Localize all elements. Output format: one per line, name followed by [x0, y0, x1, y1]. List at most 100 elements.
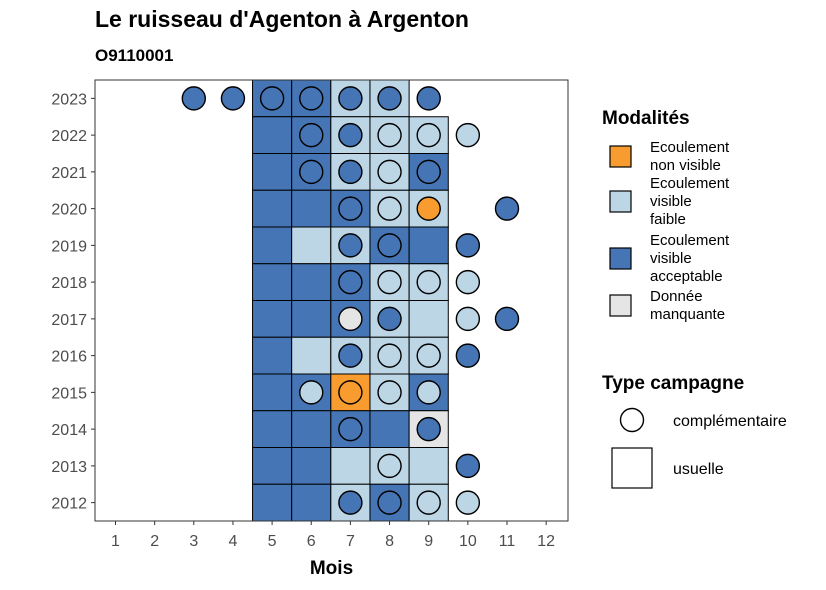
- x-tick-label: 12: [537, 533, 555, 550]
- x-tick-label: 1: [111, 533, 120, 550]
- complementaire-point: [416, 343, 441, 368]
- complementaire-point: [299, 122, 324, 148]
- legend-key-env: [609, 145, 632, 168]
- usuelle-tile: [291, 263, 332, 301]
- complementaire-point: [377, 86, 402, 111]
- usuelle-tile: [252, 189, 293, 228]
- complementaire-point: [416, 122, 441, 148]
- legend-key-na: [609, 294, 632, 317]
- complementaire-point: [455, 453, 481, 479]
- x-tick-label: 2: [150, 533, 159, 550]
- complementaire-point: [377, 269, 402, 295]
- usuelle-tile: [408, 447, 449, 485]
- complementaire-point: [338, 122, 363, 148]
- x-axis-title: Mois: [310, 558, 353, 579]
- x-tick-label: 8: [385, 533, 394, 550]
- complementaire-point: [338, 196, 363, 221]
- legend-label-na: manquante: [650, 306, 725, 323]
- y-tick-label: 2023: [51, 91, 87, 108]
- y-tick-label: 2017: [51, 312, 87, 329]
- usuelle-tile: [330, 447, 371, 485]
- complementaire-point: [338, 416, 363, 442]
- complementaire-point: [377, 453, 402, 479]
- complementaire-point: [338, 269, 363, 295]
- usuelle-tile: [252, 447, 293, 485]
- legend-key-complementaire: [619, 407, 645, 433]
- complementaire-point: [299, 380, 324, 405]
- usuelle-tile: [252, 410, 293, 448]
- usuelle-tile: [291, 189, 332, 228]
- chart-title: Le ruisseau d'Agenton à Argenton: [95, 6, 469, 32]
- complementaire-point: [416, 490, 441, 515]
- usuelle-tile: [408, 300, 449, 338]
- legend-label-eva: visible: [650, 250, 692, 267]
- complementaire-point: [455, 343, 481, 368]
- complementaire-point: [455, 306, 481, 332]
- usuelle-tile: [369, 410, 410, 448]
- y-tick-label: 2014: [51, 422, 87, 439]
- legend-label-env: non visible: [650, 157, 721, 174]
- legend-label-complementaire: complémentaire: [673, 413, 787, 430]
- legend-label-usuelle: usuelle: [673, 461, 724, 478]
- y-tick-label: 2019: [51, 238, 87, 255]
- complementaire-point: [377, 380, 402, 405]
- usuelle-tile: [252, 300, 293, 338]
- complementaire-point: [338, 86, 363, 111]
- complementaire-point: [455, 122, 481, 148]
- complementaire-point: [338, 490, 363, 515]
- legend-label-eva: Ecoulement: [650, 232, 730, 249]
- usuelle-tile: [291, 300, 332, 338]
- y-tick-label: 2013: [51, 459, 87, 476]
- x-tick-label: 7: [346, 533, 355, 550]
- complementaire-point: [416, 416, 441, 442]
- legend-label-evf: visible: [650, 193, 692, 210]
- usuelle-tile: [252, 373, 293, 412]
- complementaire-point: [377, 159, 402, 185]
- complementaire-point: [377, 490, 402, 515]
- complementaire-point: [455, 490, 481, 515]
- x-tick-label: 10: [459, 533, 477, 550]
- complementaire-point: [338, 380, 363, 405]
- legend-label-evf: Ecoulement: [650, 175, 730, 192]
- complementaire-point: [377, 343, 402, 368]
- usuelle-tile: [252, 226, 293, 265]
- complementaire-point: [338, 306, 363, 332]
- usuelle-tile: [252, 153, 293, 191]
- usuelle-tile: [408, 226, 449, 265]
- complementaire-point: [220, 86, 246, 111]
- complementaire-point: [416, 269, 441, 295]
- x-tick-label: 11: [499, 533, 516, 550]
- x-tick-label: 6: [307, 533, 316, 550]
- y-tick-label: 2021: [51, 165, 87, 182]
- complementaire-point: [416, 159, 441, 185]
- complementaire-point: [416, 86, 441, 111]
- complementaire-point: [377, 306, 402, 332]
- plot-border: [94, 79, 569, 522]
- legend-campagne-title: Type campagne: [602, 373, 744, 394]
- complementaire-point: [455, 233, 481, 258]
- legend-modalites-title: Modalités: [602, 108, 690, 129]
- usuelle-tile: [291, 447, 332, 485]
- complementaire-point: [338, 233, 363, 258]
- complementaire-point: [494, 306, 520, 332]
- legend-label-na: Donnée: [650, 288, 703, 305]
- legend-label-env: Ecoulement: [650, 139, 730, 156]
- usuelle-tile: [291, 483, 332, 522]
- complementaire-point: [338, 159, 363, 185]
- legend-label-eva: acceptable: [650, 268, 723, 285]
- complementaire-point: [181, 86, 207, 111]
- y-tick-label: 2022: [51, 128, 87, 145]
- legend-key-evf: [609, 190, 632, 213]
- usuelle-tile: [291, 336, 332, 375]
- complementaire-point: [299, 86, 324, 111]
- y-tick-label: 2018: [51, 275, 87, 292]
- usuelle-tile: [252, 116, 293, 154]
- usuelle-tile: [252, 263, 293, 301]
- y-tick-label: 2020: [51, 202, 87, 219]
- x-tick-label: 3: [189, 533, 198, 550]
- legend-key-usuelle: [611, 447, 653, 489]
- chart-subtitle: O9110001: [95, 46, 174, 65]
- x-tick-label: 4: [228, 533, 237, 550]
- usuelle-tile: [252, 483, 293, 522]
